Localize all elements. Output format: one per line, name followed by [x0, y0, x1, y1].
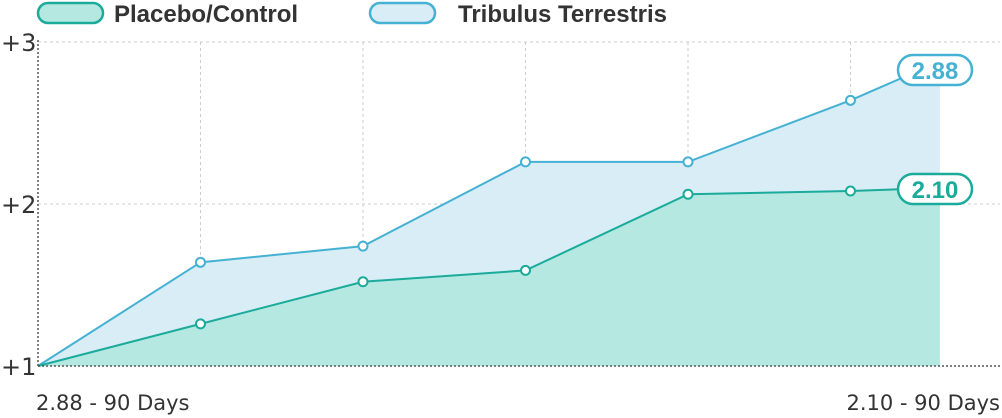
badge-tribulus-box — [896, 53, 974, 87]
data-point-placebo — [195, 318, 206, 330]
data-point-tribulus — [195, 256, 206, 268]
y-tick-label: +1 — [1, 353, 36, 381]
badge-placebo-value: 2.10 — [912, 177, 959, 204]
x-label-start: 2.88 - 90 Days — [36, 391, 190, 415]
y-tick-label: +2 — [1, 191, 36, 219]
legend: Placebo/Control Tribulus Terrestris — [36, 1, 667, 28]
y-tick-label: +3 — [1, 29, 36, 57]
area-placebo — [38, 187, 940, 366]
badge-placebo: 2.10 — [896, 172, 974, 206]
x-label-end: 2.10 - 90 Days — [847, 391, 1001, 415]
data-point-tribulus — [682, 156, 694, 168]
data-point-tribulus — [357, 240, 369, 252]
badge-tribulus-value: 2.88 — [912, 58, 959, 85]
legend-swatch-tribulus — [368, 1, 437, 25]
legend-label-placebo: Placebo/Control — [114, 1, 298, 28]
badge-placebo-box — [896, 172, 974, 206]
data-point-placebo — [682, 188, 694, 200]
data-point-placebo — [357, 276, 369, 288]
data-point-placebo — [845, 185, 856, 197]
legend-label-tribulus: Tribulus Terrestris — [458, 1, 667, 28]
legend-swatch-placebo — [36, 1, 105, 25]
data-point-tribulus — [845, 94, 856, 106]
data-point-placebo — [520, 264, 531, 276]
badge-tribulus: 2.88 — [896, 53, 974, 87]
data-point-tribulus — [520, 156, 531, 168]
